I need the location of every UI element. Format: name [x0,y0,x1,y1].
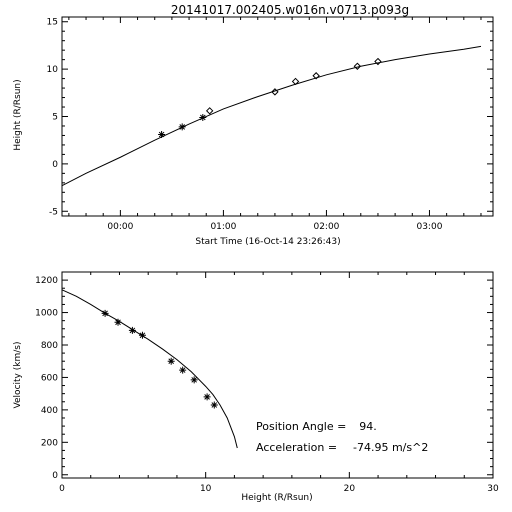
plot1-y-tick-label: 5 [52,113,58,123]
plot2-y-tick-label: 0 [52,471,58,481]
plot2-x-tick-label: 0 [59,484,65,494]
plot2-y-tick-label: 800 [41,341,58,351]
plot1-frame [61,16,494,217]
position-angle-label: Position Angle = [256,420,346,433]
plot2-y-tick-label: 400 [41,406,58,416]
plot2-y-tick-label: 1000 [35,309,58,319]
plot2-asterisk-point [203,393,211,401]
plot1-title: 20141017.002405.w016n.v0713.p093g [171,3,409,17]
plot1-x-tick-label: 03:00 [416,222,442,232]
plot1-y-tick-label: 0 [52,160,58,170]
plot1-y-tick-label: -5 [49,207,58,217]
plot2-y-tick-label: 1200 [35,276,58,286]
velocity-height-plot: 0 10 20 30 0 200 400 600 800 1000 1200 [35,271,499,494]
plot2-x-tick-label: 20 [344,484,356,494]
plot1-asterisk-point [158,131,166,139]
plot2-asterisk-point [128,326,136,334]
position-angle-value: 94. [359,420,377,433]
acceleration-label: Acceleration = [256,441,337,454]
plot2-x-tick-label: 10 [200,484,212,494]
plot2-x-tick-label: 30 [487,484,499,494]
plot1-y-tick-label: 10 [47,65,59,75]
plot1-y-tick-label: 15 [47,18,58,28]
plot2-asterisk-point [114,318,122,326]
plot2-fit-line [61,289,238,449]
acceleration-value: -74.95 m/s^2 [353,441,428,454]
plot2-frame [61,271,494,479]
plot1-fit-line [61,45,482,187]
plot2-asterisk-point [210,401,218,409]
plot1-x-axis-label: Start Time (16-Oct-14 23:26:43) [195,237,340,247]
plot1-x-tick-label: 02:00 [313,222,339,232]
height-time-plot: 00:00 01:00 02:00 03:00 -5 0 5 10 15 [47,16,494,232]
plot2-y-tick-label: 600 [41,373,58,383]
plot1-x-tick-label: 01:00 [210,222,236,232]
plot2-y-tick-label: 200 [41,438,58,448]
plot1-x-tick-label: 00:00 [107,222,133,232]
plot2-asterisk-point [179,366,187,374]
plot2-asterisk-point [190,376,198,384]
plot2-asterisk-point [167,357,175,365]
plot1-asterisk-point [199,113,207,121]
plot1-diamond-point [205,107,214,115]
plot2-x-axis-label: Height (R/Rsun) [241,493,312,503]
plot1-y-axis-label: Height (R/Rsun) [13,79,23,150]
plot2-y-axis-label: Velocity (km/s) [13,342,23,409]
